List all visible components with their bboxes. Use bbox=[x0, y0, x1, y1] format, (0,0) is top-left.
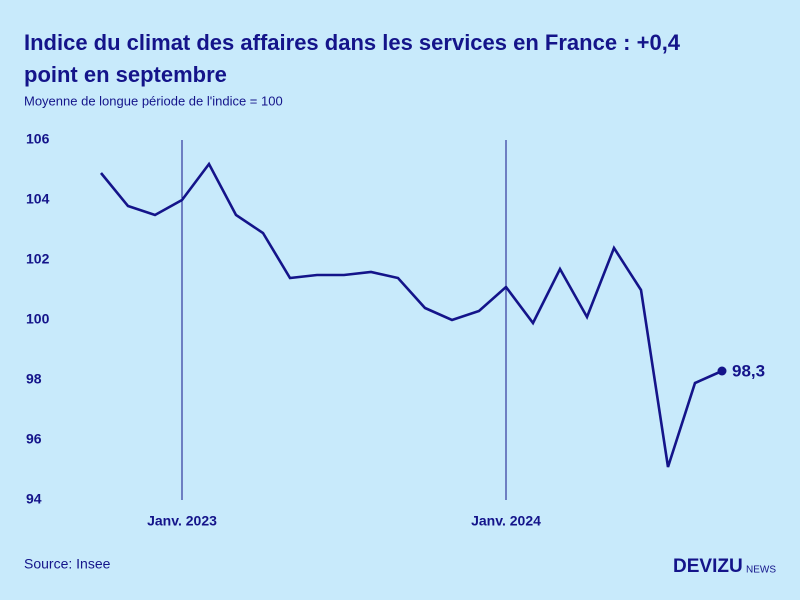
chart-subtitle: Moyenne de longue période de l'indice = … bbox=[24, 93, 283, 108]
x-tick-label: Janv. 2024 bbox=[471, 513, 541, 529]
y-tick-label: 96 bbox=[26, 431, 42, 447]
x-tick-label: Janv. 2023 bbox=[147, 513, 217, 529]
value-label: 98,3 bbox=[732, 361, 765, 380]
y-tick-label: 102 bbox=[26, 251, 50, 267]
y-tick-label: 104 bbox=[26, 191, 50, 207]
y-tick-label: 98 bbox=[26, 371, 42, 387]
y-tick-label: 100 bbox=[26, 311, 50, 327]
data-line bbox=[99, 161, 723, 468]
y-tick-label: 106 bbox=[26, 131, 50, 147]
end-dot bbox=[717, 366, 727, 376]
chart-title: Indice du climat des affaires dans les s… bbox=[24, 30, 681, 87]
logo-suffix: NEWS bbox=[746, 565, 776, 576]
y-tick-label: 94 bbox=[26, 491, 42, 507]
logo: DEVIZU bbox=[673, 556, 743, 577]
source: Source: Insee bbox=[24, 556, 111, 572]
